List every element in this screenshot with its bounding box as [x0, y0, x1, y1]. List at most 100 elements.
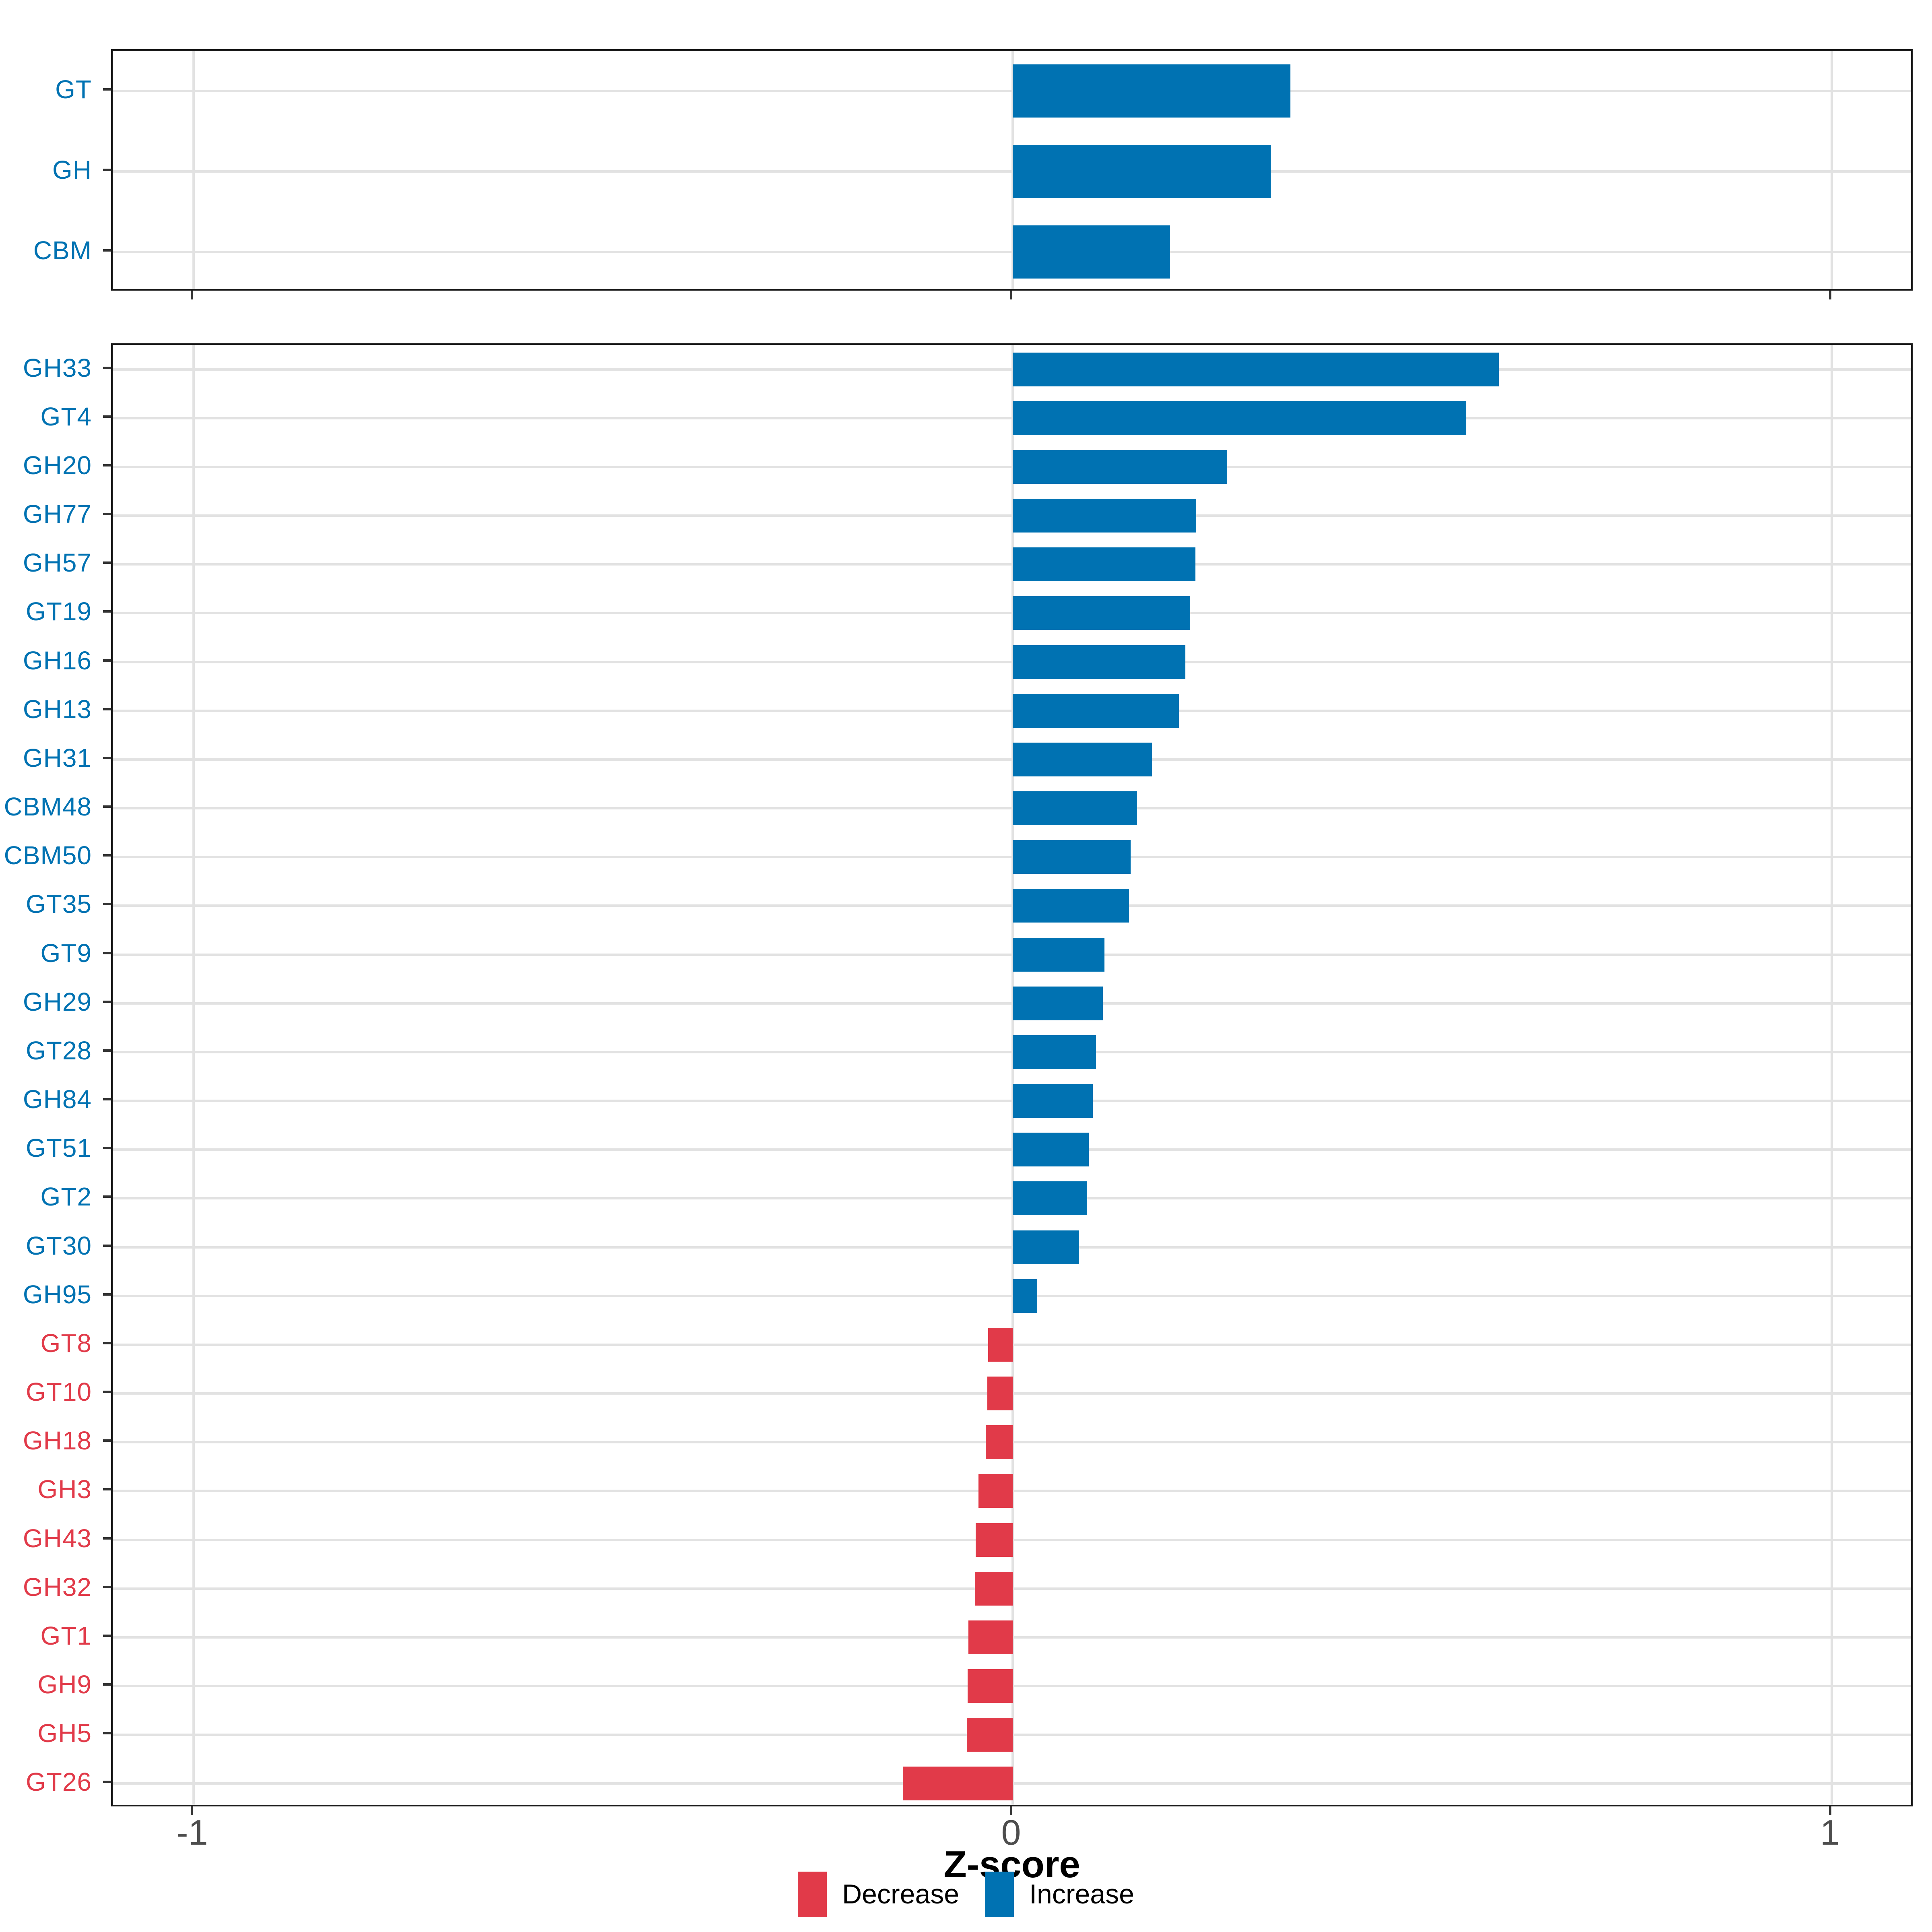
category-label-GT19: GT19: [25, 597, 92, 626]
bar-GT2: [1012, 1181, 1088, 1216]
y-tick-GT28: [103, 1049, 111, 1052]
y-tick-GH13: [103, 708, 111, 710]
category-label-GH43: GH43: [23, 1523, 92, 1553]
x-tick--1-panel0: [191, 291, 194, 299]
category-label-GH84: GH84: [23, 1085, 92, 1114]
bar-GT51: [1012, 1133, 1089, 1167]
y-tick-GH29: [103, 1000, 111, 1003]
bar-GH18: [985, 1425, 1013, 1459]
y-tick-GT30: [103, 1244, 111, 1247]
bar-GH84: [1012, 1084, 1093, 1118]
category-label-GT9: GT9: [40, 938, 92, 968]
category-label-CBM50: CBM50: [4, 841, 92, 870]
bar-GT8: [988, 1327, 1013, 1362]
category-label-GH: GH: [52, 155, 92, 184]
category-label-GH33: GH33: [23, 353, 92, 382]
y-tick-GH43: [103, 1537, 111, 1540]
category-label-GH18: GH18: [23, 1426, 92, 1455]
category-label-GH32: GH32: [23, 1572, 92, 1602]
y-tick-GH32: [103, 1585, 111, 1588]
category-label-GT51: GT51: [25, 1133, 92, 1163]
bar-GH33: [1012, 352, 1499, 386]
y-tick-GH57: [103, 561, 111, 564]
y-tick-GT2: [103, 1195, 111, 1198]
bar-GH57: [1012, 547, 1195, 582]
y-tick-GH18: [103, 1439, 111, 1442]
bar-GH31: [1012, 742, 1152, 776]
y-tick-GH33: [103, 366, 111, 369]
y-tick-GH3: [103, 1488, 111, 1491]
legend-item-decrease: Decrease: [798, 1872, 959, 1917]
bar-GH13: [1012, 694, 1179, 728]
category-label-GH57: GH57: [23, 548, 92, 578]
y-tick-GT4: [103, 415, 111, 418]
category-label-GH13: GH13: [23, 694, 92, 724]
y-tick-GH77: [103, 513, 111, 516]
y-tick-GH31: [103, 756, 111, 759]
category-label-CBM48: CBM48: [4, 792, 92, 822]
bar-GH29: [1012, 986, 1103, 1020]
bar-GT26: [903, 1767, 1013, 1801]
y-tick-CBM50: [103, 854, 111, 857]
category-label-GT1: GT1: [40, 1621, 92, 1650]
gridline-x--1: [192, 51, 195, 289]
bar-GH43: [976, 1523, 1013, 1557]
bar-GH3: [978, 1474, 1013, 1508]
legend-label-increase: Increase: [1029, 1879, 1134, 1909]
category-label-GT4: GT4: [40, 402, 92, 431]
bottom-panel-cazyme-families: [111, 343, 1913, 1806]
category-label-GT10: GT10: [25, 1377, 92, 1407]
x-tick--1-panel1: [191, 1806, 194, 1815]
bar-GT30: [1012, 1230, 1079, 1264]
bar-GT9: [1012, 937, 1104, 972]
category-label-GH9: GH9: [37, 1670, 92, 1699]
bar-CBM48: [1012, 791, 1137, 826]
x-tick-0-panel0: [1009, 291, 1012, 299]
category-label-GH31: GH31: [23, 743, 92, 772]
y-tick-GT51: [103, 1147, 111, 1150]
y-tick-GH16: [103, 659, 111, 662]
x-tick-label-0: 0: [1001, 1812, 1021, 1852]
bar-GH20: [1012, 450, 1227, 484]
category-label-GT8: GT8: [40, 1328, 92, 1358]
category-label-GH95: GH95: [23, 1280, 92, 1309]
bar-GH32: [975, 1571, 1013, 1606]
y-tick-CBM48: [103, 805, 111, 808]
y-tick-GH84: [103, 1098, 111, 1101]
bar-CBM50: [1012, 840, 1131, 874]
bar-GH: [1012, 145, 1271, 198]
bar-GT1: [968, 1620, 1013, 1654]
y-tick-GT1: [103, 1634, 111, 1637]
bar-GH16: [1012, 645, 1186, 679]
gridline-x--1: [192, 345, 195, 1805]
category-label-GH16: GH16: [23, 646, 92, 675]
gridline-x-1: [1830, 345, 1833, 1805]
y-tick-GT9: [103, 952, 111, 954]
category-label-GH20: GH20: [23, 450, 92, 480]
y-tick-CBM: [103, 249, 111, 252]
x-tick-1-panel0: [1829, 291, 1831, 299]
decrease-color-swatch: [798, 1872, 827, 1917]
y-tick-GH95: [103, 1293, 111, 1296]
bar-GH5: [967, 1718, 1013, 1752]
y-tick-GT: [103, 88, 111, 91]
category-label-GT30: GT30: [25, 1231, 92, 1260]
x-tick-0-panel1: [1009, 1806, 1012, 1815]
category-label-GH29: GH29: [23, 987, 92, 1016]
y-tick-GT19: [103, 610, 111, 613]
bar-GT10: [987, 1377, 1013, 1411]
bar-GT28: [1012, 1035, 1096, 1069]
bar-CBM: [1012, 225, 1170, 279]
x-tick-label-1: 1: [1820, 1812, 1840, 1852]
bar-GH9: [968, 1669, 1013, 1703]
gridline-x-1: [1830, 51, 1833, 289]
x-tick-label--1: -1: [176, 1812, 208, 1852]
category-label-GH77: GH77: [23, 500, 92, 529]
bar-GT4: [1012, 401, 1467, 435]
category-label-CBM: CBM: [33, 236, 92, 265]
bar-GT35: [1012, 889, 1129, 923]
x-tick-1-panel1: [1829, 1806, 1831, 1815]
y-tick-GT35: [103, 903, 111, 906]
y-tick-GH9: [103, 1683, 111, 1686]
